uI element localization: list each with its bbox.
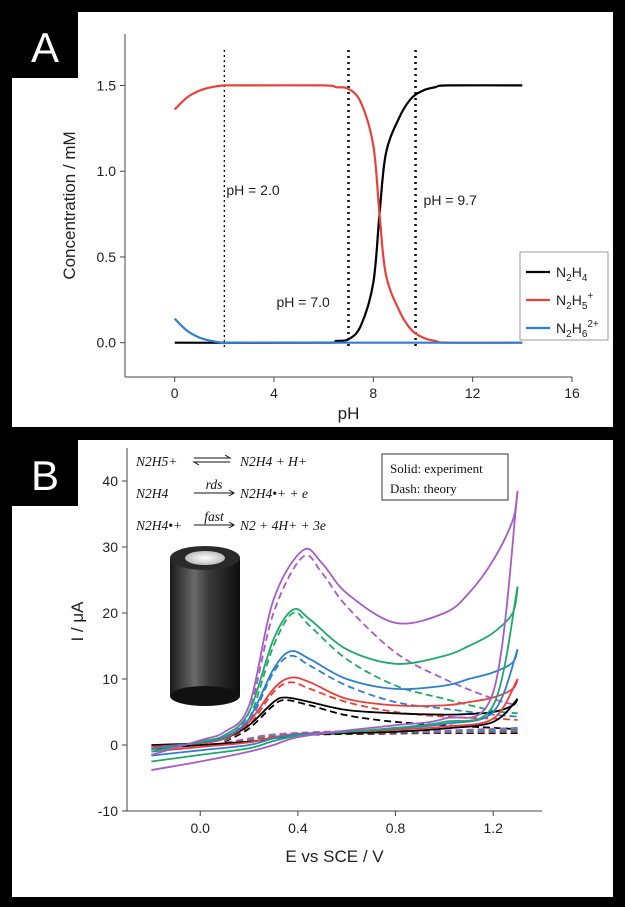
arrow-label: rds (206, 477, 223, 492)
ph-annotation: pH = 7.0 (277, 294, 331, 310)
reaction-arrow (194, 489, 235, 497)
equation-product: N2H4 + H+ (239, 454, 307, 469)
y-tick-label: 0.5 (97, 249, 117, 265)
equation-reactant: N2H4 (135, 486, 169, 501)
panel-b: 0.0 0.4 0.8 1.2 -10 0 10 20 30 40 E vs SCE / V I / … (12, 440, 613, 897)
y-tick-label: 0 (110, 737, 118, 753)
y-axis-label: I / μA (68, 601, 87, 642)
x-tick-label: 0.4 (288, 820, 308, 836)
legend-text: N (556, 292, 566, 308)
equation-product: N2H4•+ + e (239, 486, 308, 501)
electrode-bottom (170, 686, 240, 706)
y-tick-label: 1.5 (97, 77, 117, 93)
y-tick-label: 20 (102, 605, 118, 621)
panel-letter-box (12, 12, 78, 78)
concentration-vs-ph-chart: 0 4 8 12 16 0.0 0.5 1.0 1.5 pH Concentration / mM p… (12, 12, 609, 423)
legend-label: N2H62+ (556, 319, 599, 340)
x-axis-label: pH (338, 404, 360, 423)
legend-text: H (572, 264, 582, 280)
equation-product: N2 + 4H+ + 3e (239, 518, 326, 533)
series-line (173, 84, 523, 344)
arrow-label: fast (204, 509, 225, 524)
experiment-forward-scan (151, 490, 519, 756)
legend-subscript: 6 (582, 329, 588, 340)
x-axis-label: E vs SCE / V (285, 847, 384, 866)
y-tick-label: 0.0 (97, 335, 117, 351)
equilibrium-arrow (194, 454, 232, 459)
cyclic-voltammogram-chart: 0.0 0.4 0.8 1.2 -10 0 10 20 30 40 E vs SCE / V I / … (12, 440, 542, 866)
theory-reverse-scan (224, 726, 518, 744)
y-tick-label: 1.0 (97, 163, 117, 179)
panel-letter: A (31, 24, 59, 71)
legend-text: H (572, 320, 582, 336)
x-tick-label: 4 (270, 385, 278, 401)
legend-subscript: 2 (566, 301, 572, 312)
electrode-disk (185, 551, 225, 565)
legend-superscript: + (587, 291, 593, 302)
theory-forward-scan (224, 699, 518, 743)
legend-label: N2H5+ (556, 291, 593, 312)
legend-subscript: 2 (566, 273, 572, 284)
legend-box (519, 251, 609, 341)
legend-label: N2H4 (556, 264, 588, 284)
x-tick-label: 0.0 (191, 820, 211, 836)
panel-a: 0 4 8 12 16 0.0 0.5 1.0 1.5 pH Concentration / mM p… (12, 12, 613, 427)
y-tick-label: 40 (102, 473, 118, 489)
ph-annotation: pH = 9.7 (424, 192, 478, 208)
legend-text: H (572, 292, 582, 308)
electrode-illustration (170, 546, 240, 706)
electrode-body (170, 558, 240, 696)
legend-text: N (556, 320, 566, 336)
theory-forward-scan (224, 611, 518, 741)
style-legend-text: Dash: theory (390, 481, 457, 496)
panel-letter-box (12, 440, 78, 506)
ph-annotation: pH = 2.0 (226, 182, 280, 198)
legend-subscript: 2 (566, 329, 572, 340)
style-legend-text: Solid: experiment (390, 461, 483, 476)
x-tick-label: 0.8 (386, 820, 406, 836)
theory-forward-scan (224, 654, 518, 742)
y-tick-label: 30 (102, 539, 118, 555)
experiment-reverse-scan (151, 490, 519, 771)
equation-reactant: N2H4•+ (135, 518, 182, 533)
equilibrium-arrow (192, 461, 230, 466)
style-legend-box (381, 453, 509, 501)
x-tick-label: 0 (171, 385, 179, 401)
series-line (174, 84, 523, 344)
panel-letter: B (31, 452, 59, 499)
x-tick-label: 8 (369, 385, 377, 401)
y-tick-label: 10 (102, 671, 118, 687)
legend-superscript: 2+ (587, 319, 599, 330)
legend-subscript: 4 (582, 273, 588, 284)
experiment-forward-scan (151, 586, 519, 753)
legend-subscript: 5 (582, 301, 588, 312)
y-tick-label: -10 (98, 803, 118, 819)
x-tick-label: 16 (564, 385, 580, 401)
reaction-arrow (194, 521, 235, 529)
y-axis-label: Concentration / mM (60, 131, 79, 279)
theory-forward-scan (223, 554, 518, 740)
series-line (173, 317, 523, 344)
x-tick-label: 12 (465, 385, 481, 401)
experiment-forward-scan (151, 648, 519, 750)
x-tick-label: 1.2 (483, 820, 503, 836)
legend-text: N (556, 264, 566, 280)
equation-reactant: N2H5+ (135, 454, 177, 469)
